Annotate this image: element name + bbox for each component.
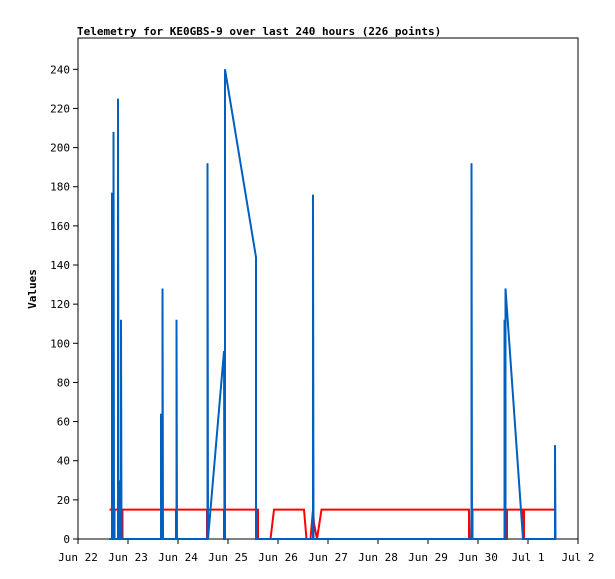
y-tick-label: 240 xyxy=(50,63,70,76)
y-tick-label: 220 xyxy=(50,102,70,115)
x-tick-label: Jun 27 xyxy=(308,551,348,564)
y-tick-label: 160 xyxy=(50,220,70,233)
x-tick-label: Jul 2 xyxy=(561,551,594,564)
y-tick-label: 120 xyxy=(50,298,70,311)
x-tick-label: Jun 25 xyxy=(208,551,248,564)
series-line-1 xyxy=(109,69,557,540)
y-tick-label: 100 xyxy=(50,337,70,350)
y-tick-label: 0 xyxy=(63,533,70,546)
x-tick-label: Jun 30 xyxy=(458,551,498,564)
x-tick-label: Jun 24 xyxy=(158,551,198,564)
y-axis-label: Values xyxy=(26,269,39,309)
y-tick-label: 60 xyxy=(57,416,70,429)
y-tick-label: 40 xyxy=(57,455,70,468)
x-axis: Jun 22 Jun 23 Jun 24 Jun 25 Jun 26 Jun 27 Jun … xyxy=(58,539,595,564)
plot-area xyxy=(77,37,579,540)
y-axis: 0 20 40 60 80 100 120 140 160 180 200 220 240 xyxy=(50,63,78,546)
chart-title: Telemetry for KE0GBS-9 over last 240 hou… xyxy=(77,25,441,38)
y-tick-label: 200 xyxy=(50,142,70,155)
x-tick-label: Jun 29 xyxy=(408,551,448,564)
x-tick-label: Jul 1 xyxy=(511,551,544,564)
x-tick-label: Jun 28 xyxy=(358,551,398,564)
y-tick-label: 80 xyxy=(57,376,70,389)
series-group xyxy=(109,69,557,540)
y-tick-label: 20 xyxy=(57,494,70,507)
x-tick-label: Jun 23 xyxy=(108,551,148,564)
x-tick-label: Jun 26 xyxy=(258,551,298,564)
y-tick-label: 180 xyxy=(50,181,70,194)
x-tick-label: Jun 22 xyxy=(58,551,98,564)
y-tick-label: 140 xyxy=(50,259,70,272)
